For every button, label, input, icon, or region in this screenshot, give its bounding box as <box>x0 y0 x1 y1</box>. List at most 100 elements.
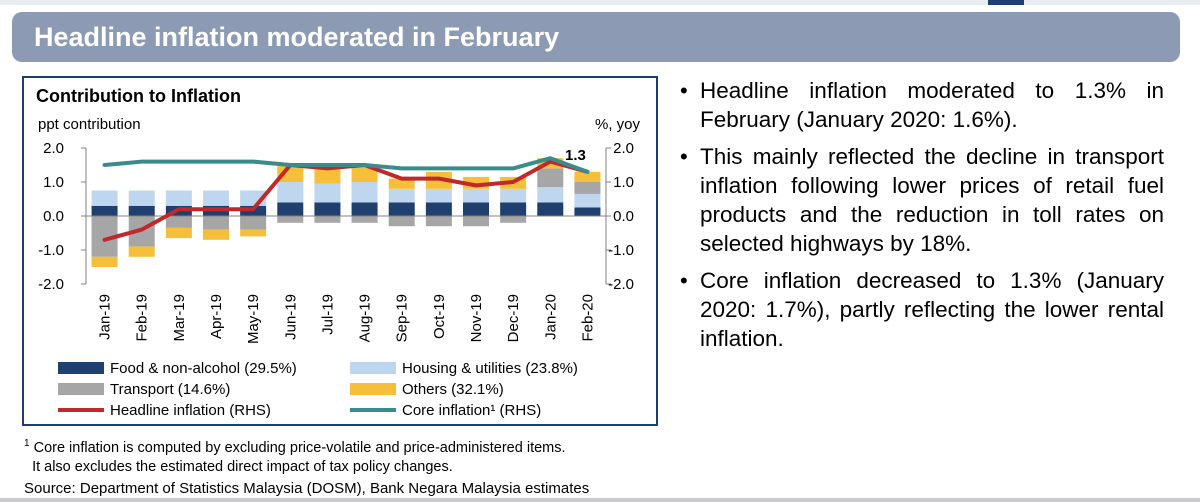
right-tick-label: 0.0 <box>613 208 634 225</box>
series-line <box>102 156 590 174</box>
title-bar: Headline inflation moderated in February <box>12 12 1180 62</box>
right-tick-label: 2.0 <box>613 140 634 157</box>
category-label: May-19 <box>245 294 262 344</box>
legend-swatch <box>350 383 396 395</box>
bar-segment <box>314 202 341 216</box>
value-annotation: 1.3 <box>565 147 586 164</box>
bullet-list: • Headline inflation moderated to 1.3% i… <box>680 76 1164 361</box>
bar-segment <box>277 165 304 182</box>
bar-segment <box>425 202 452 216</box>
left-tick-label: -1.0 <box>38 242 64 259</box>
bar-segment <box>574 193 601 208</box>
bar-segment <box>351 216 378 223</box>
bar-segment <box>351 182 378 203</box>
bullet-text: This mainly reflected the decline in tra… <box>700 144 1164 256</box>
category-label: Apr-19 <box>208 294 225 339</box>
bar-segment <box>388 178 415 189</box>
category-label: Feb-19 <box>134 294 151 342</box>
top-accent <box>988 0 1024 5</box>
legend-label: Core inflation¹ (RHS) <box>402 401 542 419</box>
bar-segment <box>203 190 229 206</box>
legend-swatch <box>350 408 396 412</box>
right-tick-label: -2.0 <box>608 276 634 293</box>
right-tick-label: -1.0 <box>608 242 634 259</box>
left-tick-label: 2.0 <box>43 140 64 157</box>
legend-label: Food & non-alcohol (29.5%) <box>110 359 297 377</box>
legend-label: Headline inflation (RHS) <box>110 401 271 419</box>
category-label: Jul-19 <box>319 294 336 335</box>
left-tick-label: 0.0 <box>43 208 64 225</box>
chart-plot: 2.0 2.0 1.0 1.0 0.0 0.0 -1.0 -1.0 -2.0 -2.0 1.3 Jan… <box>38 140 634 344</box>
legend-item: Others (32.1%) <box>350 379 628 399</box>
category-label: Sep-19 <box>394 294 411 342</box>
bar-segment <box>314 183 341 203</box>
bar-segment <box>388 188 415 203</box>
chart-legend: Food & non-alcohol (29.5%) Housing & util… <box>58 358 628 420</box>
legend-item: Core inflation¹ (RHS) <box>350 400 628 420</box>
legend-item: Transport (14.6%) <box>58 379 350 399</box>
bar-segment <box>537 187 564 203</box>
bullet-item: • Headline inflation moderated to 1.3% i… <box>680 76 1164 134</box>
bar-segment <box>425 216 452 227</box>
bullet-marker: • <box>680 78 688 103</box>
bar-segment <box>574 171 601 182</box>
bar-segment <box>128 190 155 206</box>
left-tick-label: 1.0 <box>43 174 64 191</box>
legend-swatch <box>58 362 104 374</box>
bullet-text: Headline inflation moderated to 1.3% in … <box>700 78 1164 132</box>
bar-segment <box>91 205 118 216</box>
bar-segment <box>425 188 452 203</box>
bottom-strip <box>0 498 1200 502</box>
legend-swatch <box>58 408 104 412</box>
bar-segment <box>537 168 564 188</box>
bar-segment <box>165 216 192 228</box>
top-line <box>0 0 1200 5</box>
left-tick-label: -2.0 <box>38 276 64 293</box>
category-label: Aug-19 <box>357 294 374 342</box>
bar-segment <box>351 202 378 216</box>
bullet-text: Core inflation decreased to 1.3% (Januar… <box>700 268 1164 351</box>
chart-panel: Contribution to Inflation ppt contributi… <box>22 76 658 426</box>
bar-segment <box>463 202 489 216</box>
bar-segment <box>277 202 304 216</box>
category-label: Dec-19 <box>505 294 522 342</box>
slide-title: Headline inflation moderated in February <box>34 22 560 52</box>
footnote-mark: 1 <box>24 438 30 449</box>
legend-swatch <box>58 383 104 395</box>
footnote: 1 Core inflation is computed by excludin… <box>24 434 566 477</box>
right-tick-label: 1.0 <box>613 174 634 191</box>
bullet-marker: • <box>680 268 688 293</box>
right-axis-unit: %, yoy <box>594 116 640 133</box>
bar-segment <box>463 216 489 227</box>
bar-segment <box>165 190 192 206</box>
bar-segment <box>388 202 415 216</box>
bar-segment <box>240 229 267 237</box>
legend-label: Housing & utilities (23.8%) <box>402 359 578 377</box>
source-note: Source: Department of Statistics Malaysi… <box>24 480 590 497</box>
bar-segment <box>314 166 341 184</box>
bar-segment <box>165 227 192 239</box>
bullet-item: • This mainly reflected the decline in t… <box>680 142 1164 258</box>
bar-segment <box>277 182 304 203</box>
legend-item: Housing & utilities (23.8%) <box>350 358 628 378</box>
legend-label: Transport (14.6%) <box>110 380 231 398</box>
bar-segment <box>128 246 155 257</box>
bar-segment <box>203 229 229 240</box>
bar-segment <box>500 202 527 216</box>
bar-segment <box>128 205 155 216</box>
bar-segment <box>203 216 229 230</box>
bar-segment <box>537 202 564 216</box>
category-label: Oct-19 <box>431 294 448 339</box>
bar-segment <box>463 176 489 189</box>
left-axis-unit: ppt contribution <box>38 116 141 133</box>
category-label: Jan-20 <box>542 294 559 340</box>
bar-segment <box>314 216 341 223</box>
bullet-item: • Core inflation decreased to 1.3% (Janu… <box>680 266 1164 353</box>
category-label: Jun-19 <box>282 294 299 340</box>
bar-segment <box>463 188 489 203</box>
legend-label: Others (32.1%) <box>402 380 504 398</box>
chart-title: Contribution to Inflation <box>36 86 241 106</box>
bar-segment <box>91 256 118 267</box>
bullet-marker: • <box>680 144 688 169</box>
bar-segment <box>388 216 415 227</box>
